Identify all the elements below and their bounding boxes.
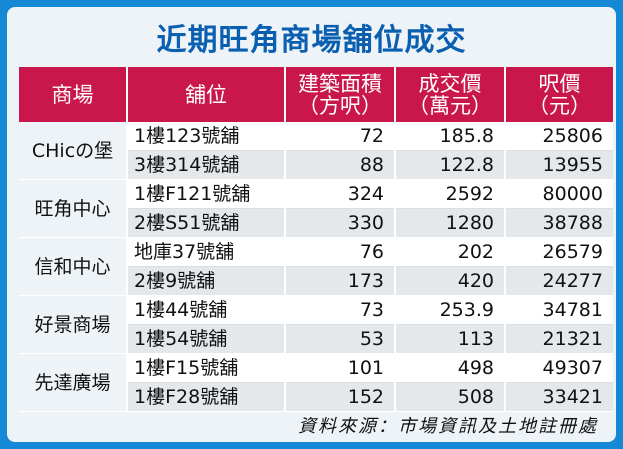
price-cell: 420 (395, 266, 506, 296)
header-row: 商場 舖位 建築面積 （方呎） 成交價 （萬元） 呎價 （元） (19, 67, 613, 122)
psf-cell: 34781 (505, 295, 613, 325)
unit-cell: 1樓54號舖 (127, 324, 286, 354)
header-mall: 商場 (19, 67, 128, 122)
table-row: CHicの堡 1樓123號舖 72 185.8 25806 (19, 122, 613, 180)
psf-cell: 25806 (505, 122, 613, 151)
psf-cell: 21321 (505, 324, 613, 354)
unit-cell: 1樓F28號舖 (127, 382, 286, 412)
mall-cell: 先達廣場 (19, 353, 128, 412)
price-cell: 113 (395, 324, 506, 354)
header-psf: 呎價 （元） (505, 67, 613, 122)
price-cell: 1280 (395, 208, 506, 238)
mall-cell: CHicの堡 (19, 122, 128, 180)
unit-cell: 1樓123號舖 (127, 122, 286, 151)
page-title: 近期旺角商場舖位成交 (156, 23, 467, 58)
psf-cell: 49307 (505, 353, 613, 383)
table-row: 先達廣場 1樓F15號舖 101 498 49307 (19, 353, 613, 412)
area-cell: 330 (285, 208, 396, 238)
psf-cell: 13955 (505, 150, 613, 180)
source-note: 資料來源：市場資訊及土地註冊處 (298, 416, 598, 437)
area-cell: 173 (285, 266, 396, 296)
mall-cell: 好景商場 (19, 295, 128, 354)
area-cell: 72 (285, 122, 396, 151)
unit-cell: 1樓F15號舖 (127, 353, 286, 383)
unit-cell: 3樓314號舖 (127, 150, 286, 180)
price-cell: 498 (395, 353, 506, 383)
unit-cell: 1樓44號舖 (127, 295, 286, 325)
area-cell: 53 (285, 324, 396, 354)
price-cell: 185.8 (395, 122, 506, 151)
area-cell: 76 (285, 237, 396, 267)
unit-cell: 2樓9號舖 (127, 266, 286, 296)
unit-cell: 2樓S51號舖 (127, 208, 286, 238)
table-row: 好景商場 1樓44號舖 73 253.9 34781 (19, 295, 613, 354)
price-cell: 2592 (395, 179, 506, 209)
mall-cell: 信和中心 (19, 237, 128, 296)
area-cell: 324 (285, 179, 396, 209)
area-cell: 152 (285, 382, 396, 412)
table-row: 2樓S51號舖 330 1280 38788 (19, 208, 613, 238)
mall-cell: 旺角中心 (19, 179, 128, 238)
table-row: 2樓9號舖 173 420 24277 (19, 266, 613, 296)
header-unit: 舖位 (127, 67, 286, 122)
psf-cell: 38788 (505, 208, 613, 238)
table-row: 1樓F28號舖 152 508 33421 (19, 382, 613, 412)
psf-cell: 26579 (505, 237, 613, 267)
area-cell: 73 (285, 295, 396, 325)
table-row: 信和中心 地庫37號舖 76 202 26579 (19, 237, 613, 296)
price-cell: 122.8 (395, 150, 506, 180)
table-row: 3樓314號舖 88 122.8 13955 (19, 150, 613, 180)
header-price: 成交價 （萬元） (395, 67, 506, 122)
psf-cell: 33421 (505, 382, 613, 412)
psf-cell: 24277 (505, 266, 613, 296)
price-cell: 253.9 (395, 295, 506, 325)
unit-cell: 地庫37號舖 (127, 237, 286, 267)
table-row: 旺角中心 1樓F121號舖 324 2592 80000 (19, 179, 613, 238)
price-cell: 202 (395, 237, 506, 267)
transactions-table: 商場 舖位 建築面積 （方呎） 成交價 （萬元） 呎價 （元） CHicの堡 1樓12… (19, 67, 613, 412)
table-row: 1樓54號舖 53 113 21321 (19, 324, 613, 354)
table-card: 近期旺角商場舖位成交 商場 舖位 建築面積 （方呎） 成交價 （萬元） 呎價 （元） … (7, 7, 616, 442)
area-cell: 88 (285, 150, 396, 180)
area-cell: 101 (285, 353, 396, 383)
unit-cell: 1樓F121號舖 (127, 179, 286, 209)
psf-cell: 80000 (505, 179, 613, 209)
header-area: 建築面積 （方呎） (285, 67, 396, 122)
price-cell: 508 (395, 382, 506, 412)
